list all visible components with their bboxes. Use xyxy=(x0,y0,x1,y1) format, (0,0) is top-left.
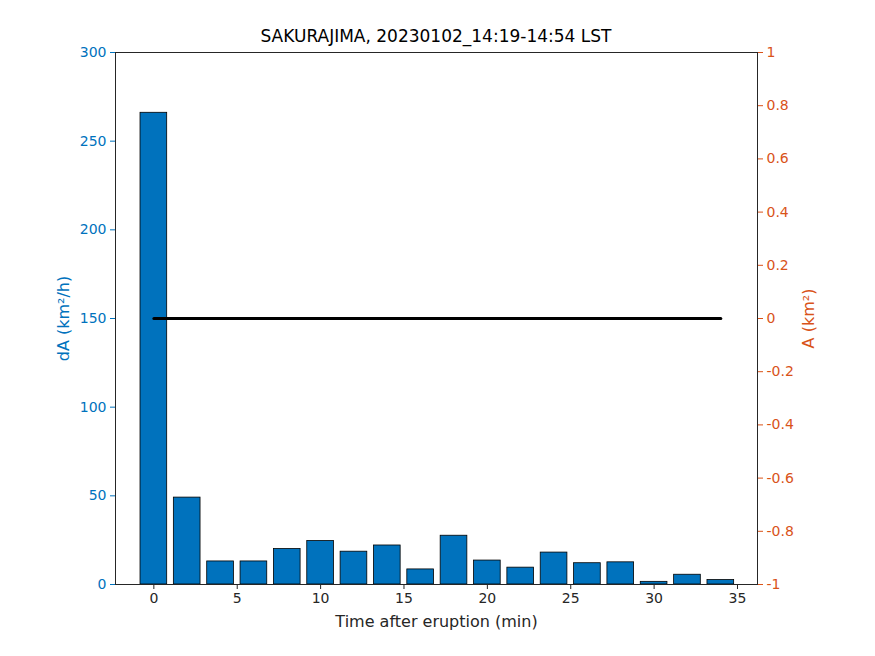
svg-text:5: 5 xyxy=(233,590,242,606)
svg-text:15: 15 xyxy=(395,590,413,606)
svg-text:200: 200 xyxy=(80,221,107,237)
svg-text:dA (km²/h): dA (km²/h) xyxy=(54,276,73,361)
svg-text:250: 250 xyxy=(80,133,107,149)
svg-text:100: 100 xyxy=(80,399,107,415)
svg-text:300: 300 xyxy=(80,44,107,60)
svg-text:35: 35 xyxy=(729,590,747,606)
svg-text:A (km²): A (km²) xyxy=(799,289,818,349)
svg-text:0.8: 0.8 xyxy=(767,97,789,113)
svg-text:20: 20 xyxy=(478,590,496,606)
svg-text:-0.6: -0.6 xyxy=(767,470,794,486)
svg-text:0: 0 xyxy=(149,590,158,606)
svg-text:0.2: 0.2 xyxy=(767,257,789,273)
svg-text:-0.4: -0.4 xyxy=(767,416,794,432)
svg-text:1: 1 xyxy=(767,44,776,60)
svg-text:50: 50 xyxy=(89,487,107,503)
svg-text:0: 0 xyxy=(767,310,776,326)
svg-text:-1: -1 xyxy=(767,576,781,592)
svg-text:25: 25 xyxy=(562,590,580,606)
svg-text:150: 150 xyxy=(80,310,107,326)
svg-text:-0.8: -0.8 xyxy=(767,523,794,539)
svg-text:0.4: 0.4 xyxy=(767,204,789,220)
svg-text:0.6: 0.6 xyxy=(767,150,789,166)
svg-text:0: 0 xyxy=(98,576,107,592)
svg-text:10: 10 xyxy=(312,590,330,606)
html-text:SAKURAJIMA, 20230102_14:19-14:: SAKURAJIMA, 20230102_14:19-14:54 LST xyxy=(260,26,612,46)
svg-text:Time after eruption (min): Time after eruption (min) xyxy=(334,612,537,631)
svg-text:-0.2: -0.2 xyxy=(767,363,794,379)
svg-text:30: 30 xyxy=(645,590,663,606)
